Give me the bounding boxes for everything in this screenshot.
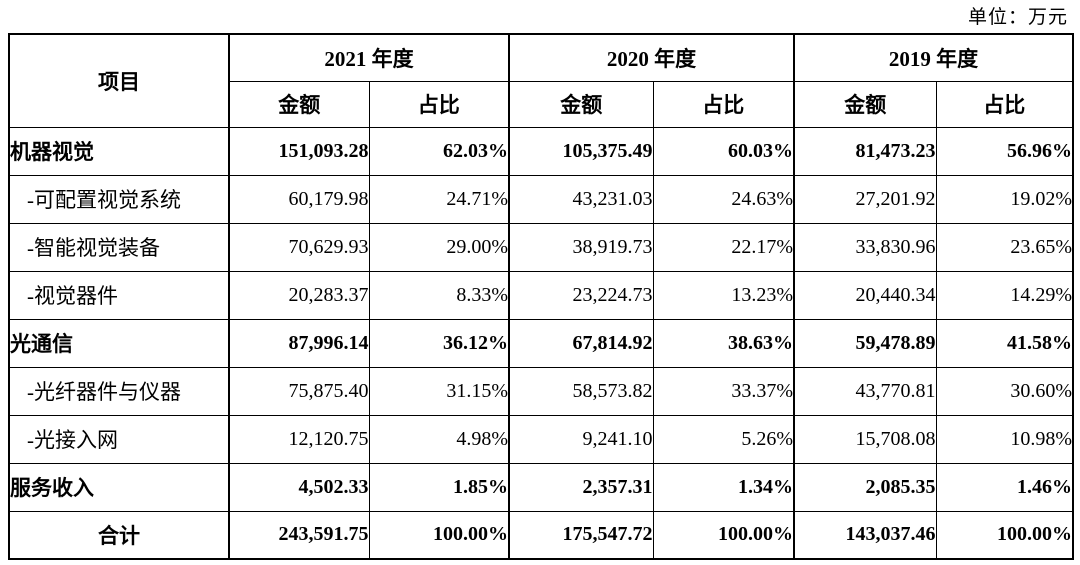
- table-row-service-revenue: 服务收入 4,502.33 1.85% 2,357.31 1.34% 2,085…: [8, 462, 1074, 512]
- amount-2020-cell: 105,375.49: [508, 126, 654, 176]
- ratio-2019-cell: 1.46%: [935, 462, 1074, 512]
- ratio-2020-cell: 1.34%: [652, 462, 795, 512]
- year-2020-header: 2020 年度: [508, 33, 795, 82]
- ratio-2021-cell: 24.71%: [368, 174, 510, 224]
- table-row-machine-vision: 机器视觉 151,093.28 62.03% 105,375.49 60.03%…: [8, 126, 1074, 176]
- table-row-optical-access-network: -光接入网 12,120.75 4.98% 9,241.10 5.26% 15,…: [8, 414, 1074, 464]
- ratio-header-2020: 占比: [652, 80, 795, 128]
- amount-2019-cell: 27,201.92: [793, 174, 937, 224]
- year-2021-header: 2021 年度: [228, 33, 510, 82]
- ratio-2019-cell: 14.29%: [935, 270, 1074, 320]
- amount-2021-cell: 75,875.40: [228, 366, 370, 416]
- amount-2020-cell: 9,241.10: [508, 414, 654, 464]
- ratio-2020-cell: 100.00%: [652, 510, 795, 560]
- ratio-2020-cell: 38.63%: [652, 318, 795, 368]
- ratio-header-2021: 占比: [368, 80, 510, 128]
- ratio-2020-cell: 22.17%: [652, 222, 795, 272]
- item-label-cell: -视觉器件: [8, 270, 230, 320]
- ratio-2019-cell: 30.60%: [935, 366, 1074, 416]
- ratio-2021-cell: 62.03%: [368, 126, 510, 176]
- table-row-optical-communication: 光通信 87,996.14 36.12% 67,814.92 38.63% 59…: [8, 318, 1074, 368]
- ratio-2020-cell: 13.23%: [652, 270, 795, 320]
- amount-2020-cell: 67,814.92: [508, 318, 654, 368]
- ratio-2019-cell: 23.65%: [935, 222, 1074, 272]
- item-column-header: 项目: [8, 33, 230, 128]
- amount-header-2020: 金额: [508, 80, 654, 128]
- amount-2020-cell: 58,573.82: [508, 366, 654, 416]
- amount-2021-cell: 20,283.37: [228, 270, 370, 320]
- amount-2019-cell: 143,037.46: [793, 510, 937, 560]
- header-row-years: 项目 2021 年度 2020 年度 2019 年度: [8, 33, 1074, 128]
- table-row-vision-components: -视觉器件 20,283.37 8.33% 23,224.73 13.23% 2…: [8, 270, 1074, 320]
- amount-2021-cell: 87,996.14: [228, 318, 370, 368]
- item-label-cell: 服务收入: [8, 462, 230, 512]
- item-label-cell: -智能视觉装备: [8, 222, 230, 272]
- ratio-2021-cell: 1.85%: [368, 462, 510, 512]
- ratio-2021-cell: 36.12%: [368, 318, 510, 368]
- amount-2021-cell: 12,120.75: [228, 414, 370, 464]
- unit-label: 单位：万元: [967, 7, 1068, 28]
- amount-header-2019: 金额: [793, 80, 937, 128]
- amount-2021-cell: 243,591.75: [228, 510, 370, 560]
- amount-2020-cell: 23,224.73: [508, 270, 654, 320]
- amount-2021-cell: 70,629.93: [228, 222, 370, 272]
- amount-2020-cell: 43,231.03: [508, 174, 654, 224]
- item-label-cell: -光纤器件与仪器: [8, 366, 230, 416]
- amount-2020-cell: 175,547.72: [508, 510, 654, 560]
- ratio-2019-cell: 41.58%: [935, 318, 1074, 368]
- table-row-configurable-vision-systems: -可配置视觉系统 60,179.98 24.71% 43,231.03 24.6…: [8, 174, 1074, 224]
- amount-2019-cell: 20,440.34: [793, 270, 937, 320]
- item-label-cell: -可配置视觉系统: [8, 174, 230, 224]
- ratio-2021-cell: 8.33%: [368, 270, 510, 320]
- revenue-breakdown-table: 项目 2021 年度 2020 年度 2019 年度 金额 占比 金额 占比 金…: [8, 33, 1074, 560]
- ratio-2019-cell: 19.02%: [935, 174, 1074, 224]
- amount-header-2021: 金额: [228, 80, 370, 128]
- amount-2019-cell: 59,478.89: [793, 318, 937, 368]
- amount-2019-cell: 43,770.81: [793, 366, 937, 416]
- ratio-2019-cell: 10.98%: [935, 414, 1074, 464]
- ratio-2020-cell: 24.63%: [652, 174, 795, 224]
- ratio-2021-cell: 4.98%: [368, 414, 510, 464]
- amount-2019-cell: 15,708.08: [793, 414, 937, 464]
- item-label-cell: 合计: [8, 510, 230, 560]
- amount-2020-cell: 2,357.31: [508, 462, 654, 512]
- ratio-2021-cell: 100.00%: [368, 510, 510, 560]
- amount-2020-cell: 38,919.73: [508, 222, 654, 272]
- ratio-2021-cell: 29.00%: [368, 222, 510, 272]
- amount-2019-cell: 2,085.35: [793, 462, 937, 512]
- amount-2021-cell: 4,502.33: [228, 462, 370, 512]
- item-label-cell: 机器视觉: [8, 126, 230, 176]
- item-label-cell: 光通信: [8, 318, 230, 368]
- ratio-header-2019: 占比: [935, 80, 1074, 128]
- ratio-2021-cell: 31.15%: [368, 366, 510, 416]
- item-label-cell: -光接入网: [8, 414, 230, 464]
- table-row-fiber-optic-devices-instruments: -光纤器件与仪器 75,875.40 31.15% 58,573.82 33.3…: [8, 366, 1074, 416]
- ratio-2020-cell: 5.26%: [652, 414, 795, 464]
- amount-2019-cell: 81,473.23: [793, 126, 937, 176]
- ratio-2019-cell: 56.96%: [935, 126, 1074, 176]
- table-row-total: 合计 243,591.75 100.00% 175,547.72 100.00%…: [8, 510, 1074, 560]
- ratio-2020-cell: 33.37%: [652, 366, 795, 416]
- table-row-smart-vision-equipment: -智能视觉装备 70,629.93 29.00% 38,919.73 22.17…: [8, 222, 1074, 272]
- year-2019-header: 2019 年度: [793, 33, 1074, 82]
- amount-2021-cell: 60,179.98: [228, 174, 370, 224]
- amount-2021-cell: 151,093.28: [228, 126, 370, 176]
- ratio-2020-cell: 60.03%: [652, 126, 795, 176]
- ratio-2019-cell: 100.00%: [935, 510, 1074, 560]
- amount-2019-cell: 33,830.96: [793, 222, 937, 272]
